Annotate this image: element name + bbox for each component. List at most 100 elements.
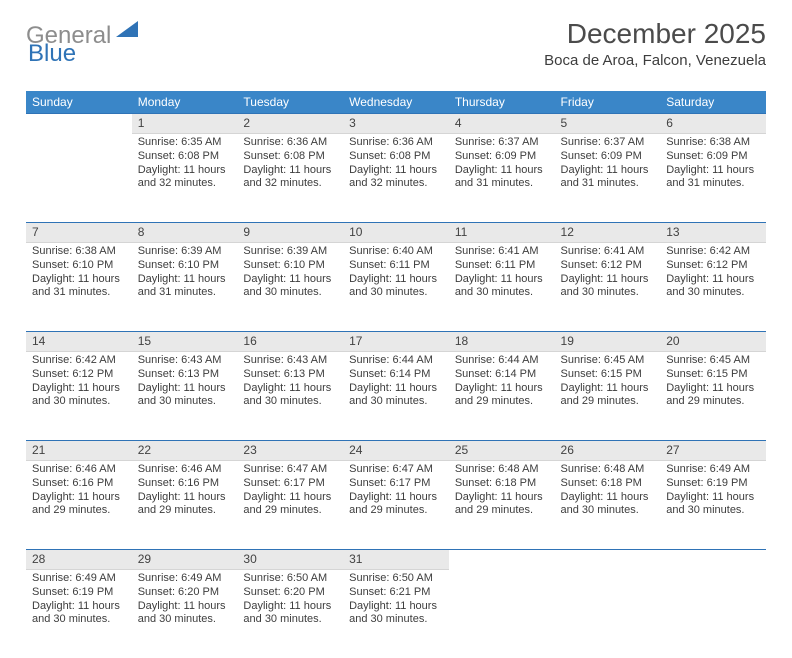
day-number: 23 [237,440,343,461]
day-details: Sunrise: 6:46 AMSunset: 6:16 PMDaylight:… [26,461,132,522]
day-number: 12 [555,222,661,243]
sunrise-text: Sunrise: 6:42 AM [32,354,126,368]
day-detail-cell: Sunrise: 6:46 AMSunset: 6:16 PMDaylight:… [26,461,132,549]
day-number-cell: 5 [555,113,661,134]
day-detail-cell: Sunrise: 6:45 AMSunset: 6:15 PMDaylight:… [660,352,766,440]
day-detail-cell: Sunrise: 6:39 AMSunset: 6:10 PMDaylight:… [132,243,238,331]
day2-text: and 30 minutes. [561,286,655,300]
day2-text: and 32 minutes. [243,177,337,191]
day-detail-cell [660,570,766,658]
sunrise-text: Sunrise: 6:42 AM [666,245,760,259]
sunset-text: Sunset: 6:12 PM [32,368,126,382]
day-details: Sunrise: 6:36 AMSunset: 6:08 PMDaylight:… [343,134,449,195]
sunset-text: Sunset: 6:13 PM [243,368,337,382]
day2-text: and 29 minutes. [455,395,549,409]
weekday-header: Monday [132,91,238,113]
day-number-cell: 21 [26,440,132,461]
day-number: 1 [132,113,238,134]
day-number-cell: 19 [555,331,661,352]
day1-text: Daylight: 11 hours [243,382,337,396]
sunrise-text: Sunrise: 6:49 AM [666,463,760,477]
day-details: Sunrise: 6:43 AMSunset: 6:13 PMDaylight:… [237,352,343,413]
day-details: Sunrise: 6:47 AMSunset: 6:17 PMDaylight:… [343,461,449,522]
sunset-text: Sunset: 6:20 PM [138,586,232,600]
sunrise-text: Sunrise: 6:45 AM [561,354,655,368]
day1-text: Daylight: 11 hours [666,164,760,178]
day-detail-cell: Sunrise: 6:44 AMSunset: 6:14 PMDaylight:… [343,352,449,440]
day-detail-row: Sunrise: 6:35 AMSunset: 6:08 PMDaylight:… [26,134,766,222]
day-number: 17 [343,331,449,352]
day2-text: and 29 minutes. [455,504,549,518]
sunset-text: Sunset: 6:08 PM [243,150,337,164]
day-number-cell: 24 [343,440,449,461]
sunrise-text: Sunrise: 6:37 AM [561,136,655,150]
day-detail-cell: Sunrise: 6:38 AMSunset: 6:10 PMDaylight:… [26,243,132,331]
day-number-row: 78910111213 [26,222,766,243]
day-number: 15 [132,331,238,352]
day-number: 28 [26,549,132,570]
day-number-cell [26,113,132,134]
day-number-cell: 31 [343,549,449,570]
day1-text: Daylight: 11 hours [349,273,443,287]
day1-text: Daylight: 11 hours [32,491,126,505]
sunset-text: Sunset: 6:12 PM [561,259,655,273]
day-number: 31 [343,549,449,570]
day-number-empty [449,549,555,570]
sunrise-text: Sunrise: 6:36 AM [349,136,443,150]
day-details: Sunrise: 6:44 AMSunset: 6:14 PMDaylight:… [343,352,449,413]
day-details: Sunrise: 6:45 AMSunset: 6:15 PMDaylight:… [555,352,661,413]
day2-text: and 31 minutes. [32,286,126,300]
day-number-row: 28293031 [26,549,766,570]
day1-text: Daylight: 11 hours [349,382,443,396]
day1-text: Daylight: 11 hours [561,164,655,178]
day-number: 7 [26,222,132,243]
day-detail-cell: Sunrise: 6:42 AMSunset: 6:12 PMDaylight:… [26,352,132,440]
day-number: 19 [555,331,661,352]
day-number-cell: 3 [343,113,449,134]
sunset-text: Sunset: 6:10 PM [138,259,232,273]
sunset-text: Sunset: 6:13 PM [138,368,232,382]
day-detail-row: Sunrise: 6:38 AMSunset: 6:10 PMDaylight:… [26,243,766,331]
day-number-cell: 9 [237,222,343,243]
sunrise-text: Sunrise: 6:37 AM [455,136,549,150]
day-number-cell: 16 [237,331,343,352]
sunrise-text: Sunrise: 6:40 AM [349,245,443,259]
day-detail-cell: Sunrise: 6:45 AMSunset: 6:15 PMDaylight:… [555,352,661,440]
day1-text: Daylight: 11 hours [243,164,337,178]
day-number-cell [555,549,661,570]
day2-text: and 30 minutes. [349,286,443,300]
day-detail-cell: Sunrise: 6:43 AMSunset: 6:13 PMDaylight:… [132,352,238,440]
day-number: 16 [237,331,343,352]
day-detail-row: Sunrise: 6:46 AMSunset: 6:16 PMDaylight:… [26,461,766,549]
day1-text: Daylight: 11 hours [455,164,549,178]
day-detail-cell: Sunrise: 6:48 AMSunset: 6:18 PMDaylight:… [449,461,555,549]
day-number: 9 [237,222,343,243]
day-details: Sunrise: 6:37 AMSunset: 6:09 PMDaylight:… [449,134,555,195]
day-detail-cell: Sunrise: 6:36 AMSunset: 6:08 PMDaylight:… [343,134,449,222]
day-details: Sunrise: 6:44 AMSunset: 6:14 PMDaylight:… [449,352,555,413]
day-number: 11 [449,222,555,243]
weekday-header: Saturday [660,91,766,113]
sunrise-text: Sunrise: 6:39 AM [243,245,337,259]
sunrise-text: Sunrise: 6:44 AM [455,354,549,368]
day1-text: Daylight: 11 hours [561,273,655,287]
day-detail-cell: Sunrise: 6:43 AMSunset: 6:13 PMDaylight:… [237,352,343,440]
sunset-text: Sunset: 6:18 PM [455,477,549,491]
day1-text: Daylight: 11 hours [243,600,337,614]
day2-text: and 30 minutes. [349,395,443,409]
day2-text: and 29 minutes. [138,504,232,518]
sunset-text: Sunset: 6:09 PM [666,150,760,164]
day-number: 25 [449,440,555,461]
day-number: 3 [343,113,449,134]
sunrise-text: Sunrise: 6:44 AM [349,354,443,368]
day-detail-cell: Sunrise: 6:36 AMSunset: 6:08 PMDaylight:… [237,134,343,222]
sunset-text: Sunset: 6:09 PM [455,150,549,164]
weekday-header: Sunday [26,91,132,113]
day-number-row: 14151617181920 [26,331,766,352]
day-number: 2 [237,113,343,134]
sunrise-text: Sunrise: 6:46 AM [32,463,126,477]
day2-text: and 30 minutes. [32,395,126,409]
sunrise-text: Sunrise: 6:35 AM [138,136,232,150]
day-details: Sunrise: 6:42 AMSunset: 6:12 PMDaylight:… [660,243,766,304]
day-detail-cell [555,570,661,658]
